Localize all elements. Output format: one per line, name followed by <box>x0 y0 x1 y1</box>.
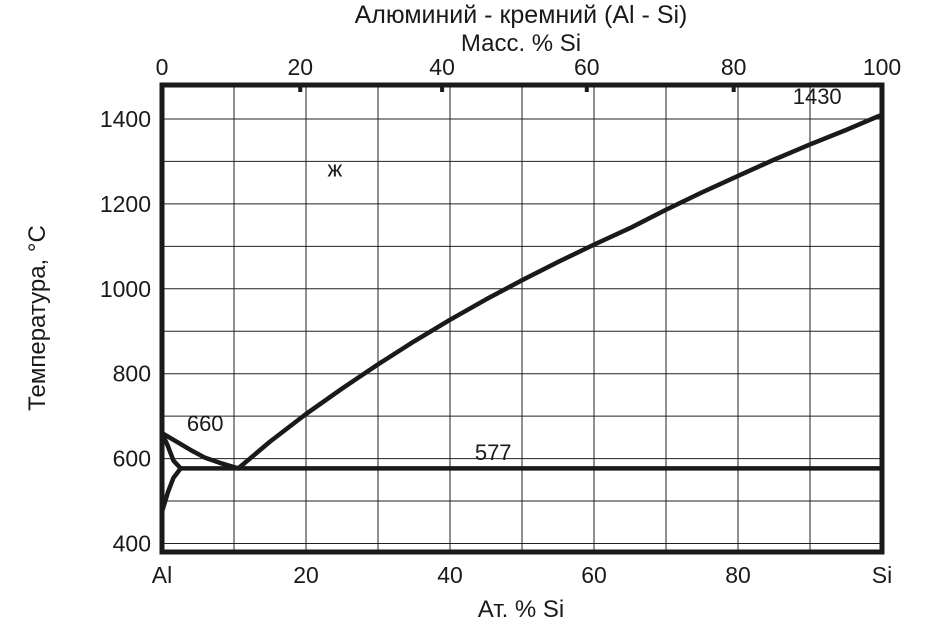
top-tick-label: 0 <box>156 54 169 80</box>
annotation-label: 577 <box>475 440 512 465</box>
phase-line-2 <box>236 112 885 471</box>
y-axis-label: Температура, °C <box>24 225 51 411</box>
y-tick-label: 1200 <box>100 191 151 217</box>
x-tick-label: Al <box>152 562 172 588</box>
x-tick-label: 80 <box>725 562 751 588</box>
x-tick-label: 20 <box>293 562 319 588</box>
grid <box>162 85 882 552</box>
x-tick-label: 40 <box>437 562 463 588</box>
y-tick-label: 1400 <box>100 106 151 132</box>
phase-line-3 <box>159 430 183 471</box>
top-tick-label: 80 <box>721 54 747 80</box>
x-axis-label: Ат. % Si <box>478 596 565 623</box>
y-tick-label: 1000 <box>100 276 151 302</box>
top-tick-label: 20 <box>287 54 313 80</box>
top-axis-ticks <box>298 83 736 92</box>
chart-title: Алюминий - кремний (Al - Si) <box>355 1 688 29</box>
annotation-label: 660 <box>187 411 224 436</box>
top-axis-label: Масс. % Si <box>461 30 581 57</box>
x-tick-label: Si <box>872 562 892 588</box>
tick-labels: 0 20 40 60 80 100 Al 20 40 60 80 Si 400 600 800 1000 120… <box>100 54 901 588</box>
y-tick-label: 600 <box>113 446 151 472</box>
top-tick-label: 100 <box>863 54 901 80</box>
annotation-label: 1430 <box>793 84 842 109</box>
y-tick-label: 800 <box>113 361 151 387</box>
top-tick-label: 40 <box>429 54 455 80</box>
phase-lines <box>159 112 885 514</box>
plot-frame <box>159 82 885 555</box>
phase-line-4 <box>159 466 183 514</box>
phase-line-1 <box>159 430 241 471</box>
annotation-label: ж <box>327 156 342 181</box>
top-tick-label: 60 <box>574 54 600 80</box>
annotations: ж 660 577 1430 <box>187 84 842 465</box>
x-tick-label: 60 <box>581 562 607 588</box>
y-tick-label: 400 <box>113 531 151 557</box>
